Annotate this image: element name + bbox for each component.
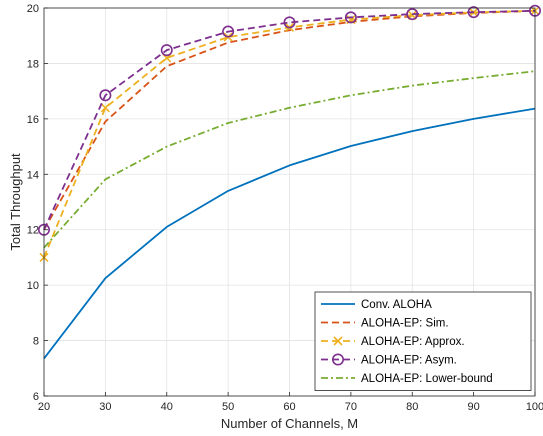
y-axis-label: Total Throughput (8, 153, 23, 251)
legend-label: ALOHA-EP: Lower-bound (361, 373, 493, 385)
x-marker (333, 336, 343, 346)
x-tick-label: 40 (161, 401, 173, 413)
y-tick-label: 10 (27, 280, 39, 292)
circle-marker (344, 11, 357, 24)
legend-item-2: ALOHA-EP: Approx. (321, 336, 465, 348)
circle-marker (467, 6, 480, 19)
circle-marker (160, 44, 173, 57)
series-line (43, 107, 536, 360)
legend-label: ALOHA-EP: Sim. (361, 318, 449, 330)
circle-marker (331, 353, 344, 366)
x-axis-label: Number of Channels, M (221, 416, 358, 431)
legend-item-1: ALOHA-EP: Sim. (321, 318, 449, 330)
legend-item-0: Conv. ALOHA (321, 299, 432, 311)
legend-box (314, 291, 532, 391)
legend-item-3: ALOHA-EP: Asym. (321, 353, 457, 367)
legend-label: Conv. ALOHA (361, 299, 432, 311)
axis-ticks: 20 30 40 50 60 70 80 90 100 6 8 10 12 14 16 18 20 (27, 3, 543, 413)
x-tick-label: 100 (526, 401, 543, 413)
legend-label: ALOHA-EP: Asym. (361, 355, 457, 367)
y-tick-label: 6 (33, 391, 39, 403)
y-tick-label: 18 (27, 58, 39, 70)
y-tick-label: 16 (27, 114, 39, 126)
x-tick-label: 20 (38, 401, 50, 413)
circle-marker (99, 89, 112, 102)
y-tick-label: 12 (27, 225, 39, 237)
x-tick-label: 90 (468, 401, 480, 413)
circle-marker (283, 16, 296, 29)
x-tick-label: 30 (99, 401, 111, 413)
y-tick-label: 20 (27, 3, 39, 15)
circle-marker (222, 25, 235, 38)
legend: Conv. ALOHA ALOHA-EP: Sim. ALOHA-EP: Appro… (314, 291, 532, 391)
x-tick-label: 60 (283, 401, 295, 413)
x-tick-label: 70 (345, 401, 357, 413)
y-tick-label: 8 (33, 336, 39, 348)
series-line (43, 70, 536, 249)
x-tick-label: 80 (406, 401, 418, 413)
series-0 (43, 107, 536, 360)
circle-marker (406, 8, 419, 21)
x-marker (100, 103, 110, 113)
y-tick-label: 14 (27, 169, 39, 181)
legend-item-4: ALOHA-EP: Lower-bound (321, 373, 493, 385)
series-4 (43, 70, 536, 249)
legend-label: ALOHA-EP: Approx. (361, 336, 465, 348)
x-tick-label: 50 (222, 401, 234, 413)
series-3 (37, 4, 541, 236)
